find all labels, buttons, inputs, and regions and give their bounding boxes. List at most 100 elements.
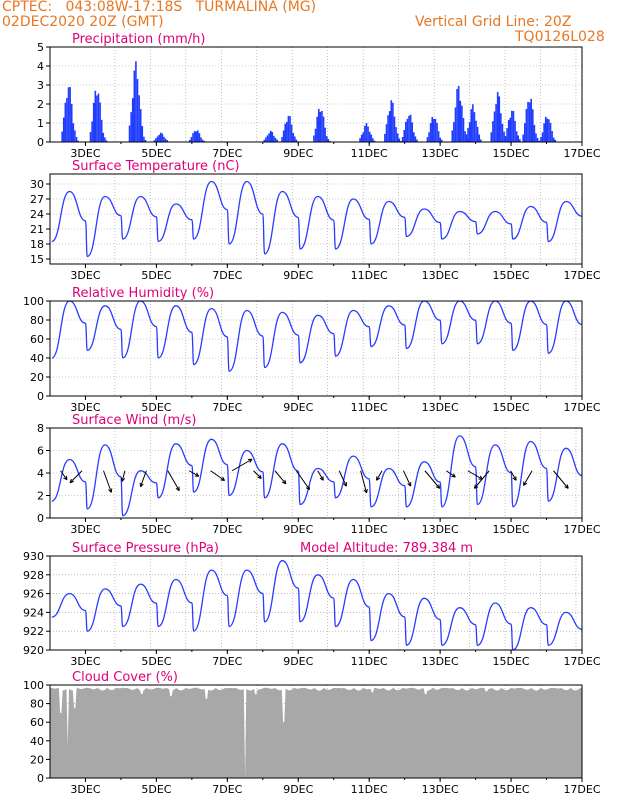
x-tick-label: 17DEC: [563, 401, 600, 414]
x-tick-label: 11DEC: [351, 655, 388, 668]
precip-bar: [284, 123, 287, 142]
precip-bar: [500, 113, 502, 142]
precip-bar: [436, 122, 438, 142]
precip-bar: [100, 119, 103, 142]
precip-bar: [200, 137, 202, 142]
wind-arrow: [69, 470, 83, 484]
precip-bar: [189, 139, 191, 142]
precip-bar: [138, 95, 140, 142]
precip-bar: [468, 122, 471, 142]
y-tick-label: 15: [30, 253, 44, 266]
precip-bar: [92, 102, 95, 142]
precip-bar: [91, 121, 93, 142]
wind-arrow-head: [108, 488, 113, 493]
precip-bar: [104, 137, 106, 142]
wind-arrow: [360, 470, 368, 494]
precip-bar: [413, 132, 415, 142]
precip-bar: [408, 115, 410, 142]
precip-bar: [405, 121, 407, 142]
x-tick-label: 9DEC: [283, 655, 313, 668]
panel-title: Surface Temperature (nC): [72, 159, 240, 174]
precip-bar: [519, 139, 521, 142]
y-tick-label: 27: [30, 193, 44, 206]
y-tick-label: 0: [37, 390, 44, 403]
precip-bar: [409, 114, 412, 142]
precip-bar: [456, 88, 458, 142]
wind-arrow-head: [69, 478, 74, 484]
wind-arrow-head: [175, 486, 180, 492]
y-tick-label: 24: [30, 208, 44, 221]
precip-bar: [509, 117, 512, 142]
header-title: CPTEC: 043:08W-17:18S TURMALINA (MG): [2, 0, 317, 15]
y-tick-label: 5: [37, 41, 44, 54]
precip-bar: [492, 121, 494, 142]
precip-bar: [94, 90, 97, 142]
precip-bar: [522, 134, 525, 142]
precip-bar: [503, 131, 505, 142]
x-tick-label: 15DEC: [493, 401, 530, 414]
wind-arrow-head: [473, 484, 479, 489]
precip-bar: [102, 132, 105, 142]
precip-bar: [105, 140, 108, 142]
precip-bar: [480, 139, 482, 142]
precip-bar: [388, 111, 391, 142]
y-tick-label: 80: [30, 698, 44, 711]
y-tick-label: 924: [23, 606, 44, 619]
precip-bar: [77, 140, 79, 142]
x-tick-label: 5DEC: [141, 655, 171, 668]
precip-bar: [159, 132, 162, 142]
precip-bar: [139, 109, 142, 142]
precip-bar: [135, 61, 137, 142]
precip-bar: [428, 132, 430, 142]
precip-bar: [153, 140, 156, 142]
precip-bar: [325, 136, 328, 142]
precip-bar: [396, 133, 399, 142]
wind-arrow: [231, 458, 253, 472]
wind-arrow-head: [139, 482, 144, 488]
precip-bar: [158, 134, 160, 142]
precip-bar: [136, 79, 139, 142]
x-tick-label: 7DEC: [212, 401, 242, 414]
precip-bar: [286, 121, 288, 142]
precip-bar: [554, 139, 557, 142]
x-tick-label: 11DEC: [351, 523, 388, 536]
precip-bar: [454, 107, 457, 142]
wind-arrow: [403, 470, 412, 487]
precip-bar: [164, 138, 167, 142]
x-tick-label: 3DEC: [70, 401, 100, 414]
x-tick-label: 11DEC: [351, 147, 388, 160]
precip-bar: [282, 130, 285, 142]
precip-bar: [431, 116, 434, 142]
x-tick-label: 15DEC: [493, 523, 530, 536]
precip-bar: [329, 140, 331, 142]
precip-bar: [506, 128, 508, 142]
precip-bar: [527, 101, 529, 142]
x-tick-label: 3DEC: [70, 523, 100, 536]
y-tick-label: 4: [37, 467, 44, 480]
precip-bar: [373, 140, 376, 142]
series-line: [51, 180, 583, 258]
precip-bar: [525, 108, 528, 142]
wind-arrow-head: [564, 484, 569, 489]
precip-bar: [512, 111, 515, 142]
precip-bar: [439, 137, 442, 142]
wind-arrow-head: [363, 488, 368, 494]
precip-bar: [192, 133, 194, 142]
precip-bar: [141, 126, 144, 142]
panel-frame: [49, 173, 583, 265]
x-tick-label: 13DEC: [422, 401, 459, 414]
precip-bar: [540, 136, 542, 142]
precip-bar: [96, 95, 98, 142]
wind-arrow: [523, 470, 533, 486]
precip-bar: [437, 131, 440, 142]
precip-bar: [470, 109, 473, 142]
precipitation-bars: [61, 61, 557, 142]
panel-frame: [49, 46, 583, 143]
wind-arrow-head: [194, 472, 200, 477]
x-tick-label: 9DEC: [283, 523, 313, 536]
precip-bar: [97, 93, 100, 142]
precip-bar: [367, 126, 369, 142]
wind-arrow-head: [220, 476, 225, 481]
wind-arrow-head: [407, 482, 412, 487]
precip-bar: [393, 116, 396, 142]
